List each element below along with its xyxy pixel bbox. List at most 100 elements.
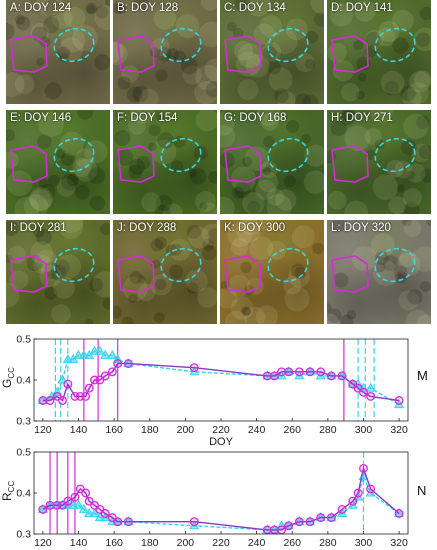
x-tick-label: 180: [141, 424, 159, 436]
point-magenta: [394, 509, 404, 518]
point-magenta: [284, 367, 294, 377]
point-magenta: [70, 492, 80, 502]
point-magenta: [284, 521, 294, 531]
point-magenta: [348, 496, 358, 506]
panel-label: B: DOY 128: [117, 2, 179, 14]
series-line-magenta: [42, 465, 400, 531]
point-cyan: [78, 503, 89, 513]
roi-cyan-outline: [53, 27, 95, 63]
x-tick-label: 120: [34, 537, 52, 549]
image-panel-g: G: DOY 168: [220, 110, 324, 214]
y-tick-label: 0.4: [16, 375, 31, 387]
image-panel-h: H: DOY 271: [327, 110, 431, 214]
image-panel-e: E: DOY 146: [6, 110, 110, 214]
point-magenta: [366, 484, 376, 494]
panel-label: G: DOY 168: [224, 112, 287, 124]
roi-cyan-outline: [53, 247, 95, 283]
point-cyan: [123, 516, 134, 526]
panel-label: C: DOY 134: [224, 2, 286, 14]
y-tick-label: 0.3: [16, 416, 31, 428]
point-magenta: [189, 517, 199, 527]
point-magenta: [58, 396, 67, 405]
point-magenta: [326, 371, 336, 381]
point-cyan: [100, 349, 111, 359]
point-magenta: [316, 513, 326, 523]
point-magenta: [100, 371, 110, 381]
x-tick-label: 300: [355, 424, 373, 436]
x-tick-label: 240: [248, 537, 266, 549]
point-magenta: [305, 517, 315, 527]
roi-magenta-outline: [224, 255, 262, 293]
series-line-magenta: [42, 362, 400, 402]
roi-cyan-outline: [267, 27, 309, 63]
image-panel-d: D: DOY 141: [327, 0, 431, 104]
panel-label: L: DOY 320: [331, 222, 391, 234]
panel-label: E: DOY 146: [10, 112, 72, 124]
image-panel-k: K: DOY 300: [220, 220, 324, 324]
point-magenta: [316, 367, 326, 377]
panel-label: H: DOY 271: [331, 112, 393, 124]
roi-cyan-outline: [374, 137, 416, 173]
y-axis-label: RCC: [0, 481, 16, 501]
point-magenta: [359, 387, 368, 397]
point-magenta: [81, 488, 91, 498]
point-magenta: [269, 525, 279, 535]
point-magenta: [38, 396, 48, 405]
panel-letter-n: N: [417, 483, 427, 498]
point-magenta: [113, 359, 123, 369]
x-tick-label: 280: [319, 424, 337, 436]
x-tick-label: 160: [105, 537, 123, 549]
point-cyan: [365, 382, 376, 392]
point-magenta: [294, 517, 304, 527]
roi-cyan-outline: [267, 137, 309, 173]
x-tick-label: 260: [283, 424, 301, 436]
image-panel-b: B: DOY 128: [113, 0, 217, 104]
point-magenta: [353, 488, 363, 498]
y-tick-label: 0.3: [16, 529, 31, 541]
roi-cyan-outline: [160, 137, 202, 173]
roi-magenta-outline: [117, 35, 155, 73]
point-cyan: [37, 394, 48, 404]
x-tick-label: 140: [70, 537, 88, 549]
roi-cyan-outline: [53, 137, 95, 173]
x-tick-label: 220: [212, 424, 230, 436]
x-tick-label: 180: [141, 537, 159, 549]
point-magenta: [366, 391, 376, 401]
point-magenta: [63, 496, 73, 506]
image-panel-l: L: DOY 320: [327, 220, 431, 324]
point-magenta: [100, 509, 110, 518]
image-grid: A: DOY 124 B: DOY 128 C: DOY 134 D: DOY 141…: [6, 0, 431, 324]
point-cyan: [283, 366, 294, 376]
x-tick-label: 160: [105, 424, 123, 436]
x-tick-label: 300: [355, 537, 373, 549]
image-panel-c: C: DOY 134: [220, 0, 324, 104]
plot-frame: [33, 451, 409, 535]
roi-cyan-outline: [374, 27, 416, 63]
point-magenta: [394, 396, 404, 405]
x-tick-label: 320: [390, 424, 408, 436]
point-magenta: [326, 513, 336, 523]
point-magenta: [189, 363, 199, 373]
point-cyan: [73, 499, 84, 509]
panel-label: K: DOY 300: [224, 222, 286, 234]
point-magenta: [337, 504, 347, 514]
point-magenta: [45, 500, 55, 510]
x-tick-label: 320: [390, 537, 408, 549]
point-magenta: [337, 371, 347, 381]
y-tick-label: 0.4: [16, 488, 31, 500]
point-magenta: [277, 367, 287, 377]
point-magenta: [84, 383, 94, 393]
roi-cyan-outline: [160, 27, 202, 63]
point-magenta: [38, 504, 48, 514]
point-cyan: [107, 349, 118, 359]
point-cyan: [89, 507, 100, 517]
roi-cyan-outline: [267, 247, 309, 283]
roi-magenta-outline: [117, 145, 155, 183]
image-panel-j: J: DOY 288: [113, 220, 217, 324]
roi-magenta-outline: [10, 255, 48, 293]
point-magenta: [359, 463, 368, 473]
point-magenta: [305, 367, 315, 377]
point-magenta: [45, 396, 55, 405]
roi-magenta-outline: [117, 255, 155, 293]
panel-label: J: DOY 288: [117, 222, 177, 234]
